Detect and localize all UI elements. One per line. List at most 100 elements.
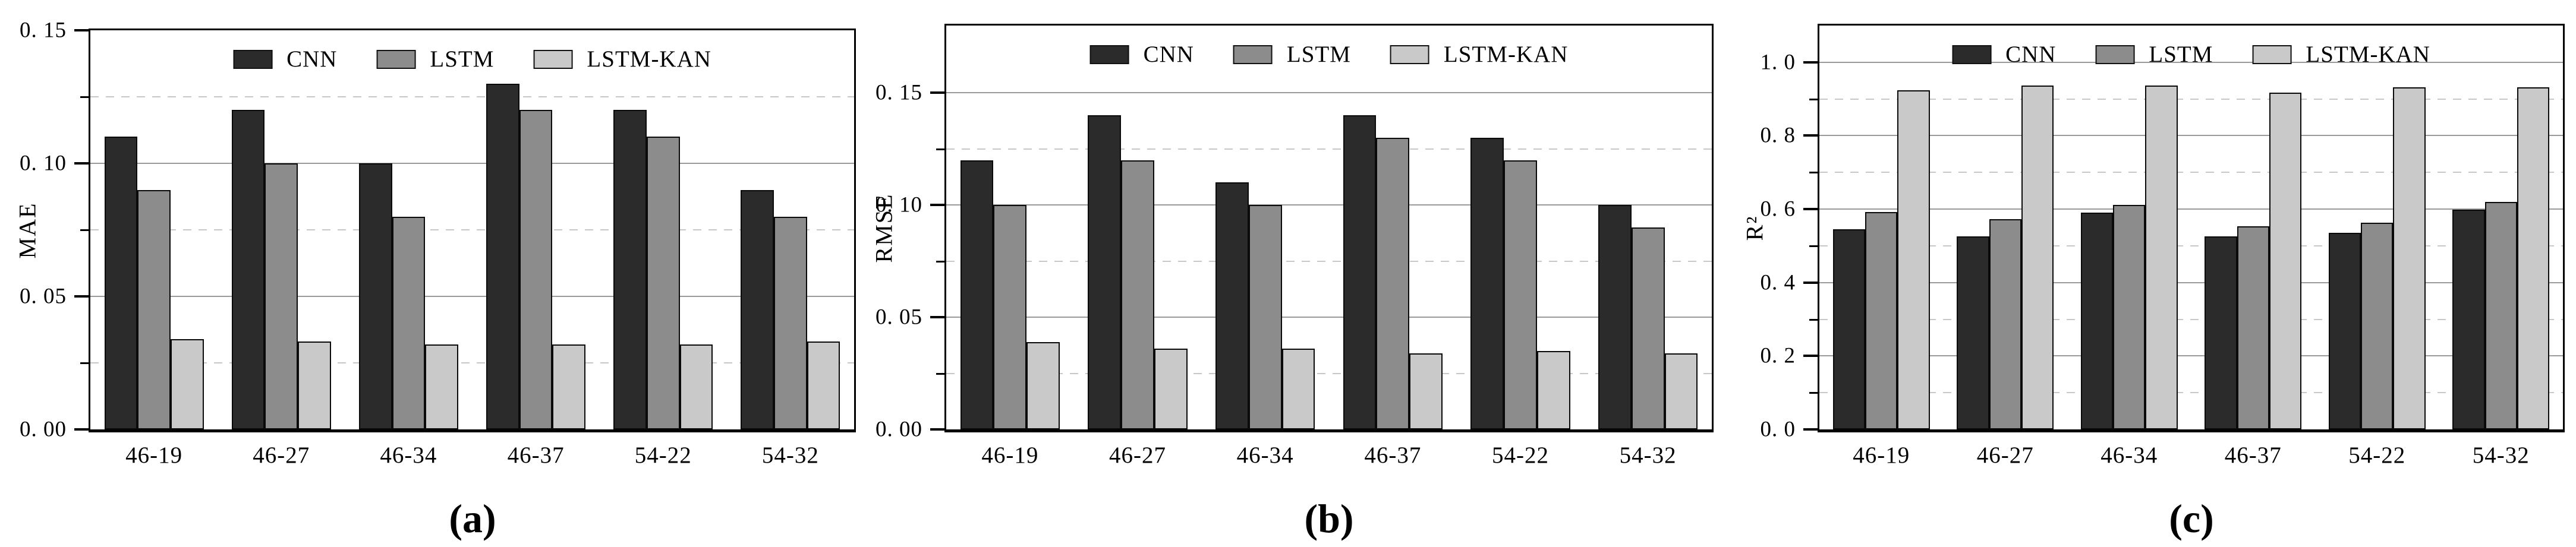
category-label: 46-37 [2224, 442, 2282, 468]
major-gridline [1819, 208, 2563, 210]
legend: CNN LSTM LSTM-KAN [233, 46, 711, 72]
y-tick-label: 0. 4 [1760, 270, 1796, 295]
y-minor-tick [1809, 245, 1818, 247]
y-tick-label: 0. 10 [20, 151, 67, 176]
y-minor-tick [1809, 98, 1818, 100]
major-gridline [1819, 61, 2563, 63]
bar-lstm-46-37 [1376, 137, 1410, 429]
legend-swatch-cnn [1089, 45, 1129, 64]
y-minor-tick [936, 148, 944, 150]
bar-cnn-46-37 [486, 83, 519, 429]
bar-lstm-54-22 [2361, 222, 2394, 429]
legend-label-cnn: CNN [1143, 42, 1194, 67]
category-label: 46-34 [1236, 442, 1294, 468]
bar-lstm-kan-46-27 [1154, 349, 1188, 429]
bar-cnn-54-22 [1470, 137, 1504, 429]
major-gridline [1819, 282, 2563, 283]
y-minor-tick [80, 229, 89, 231]
bar-lstm-kan-54-32 [807, 342, 840, 429]
y-tick-label: 1. 0 [1760, 50, 1796, 75]
legend-label-lstm: LSTM [430, 46, 495, 72]
bar-lstm-kan-54-22 [1536, 350, 1570, 429]
legend: CNN LSTM LSTM-KAN [1089, 41, 1569, 68]
legend-item-lstm: LSTM [376, 46, 494, 72]
legend-label-lstm-kan: LSTM-KAN [2306, 42, 2430, 67]
y-tick-label: 0. 05 [20, 284, 67, 309]
y-major-tick [1803, 355, 1818, 358]
y-major-tick [930, 316, 944, 319]
bar-cnn-54-22 [613, 110, 647, 429]
bar-cnn-46-34 [2080, 213, 2114, 429]
y-tick-label: 0. 10 [876, 192, 922, 217]
y-minor-tick [1809, 318, 1818, 321]
y-major-tick [1803, 208, 1818, 211]
bar-lstm-46-37 [519, 110, 553, 429]
bar-lstm-46-27 [1121, 160, 1154, 429]
y-major-tick [1803, 61, 1818, 64]
category-label: 46-27 [1109, 442, 1166, 468]
category-label: 46-19 [125, 442, 183, 468]
panel-letter: (b) [1304, 496, 1354, 541]
legend-swatch-cnn [1952, 45, 1992, 64]
bar-lstm-kan-46-27 [298, 342, 331, 429]
minor-gridline [1819, 245, 2563, 246]
minor-gridline [1819, 318, 2563, 320]
major-gridline [946, 92, 1712, 94]
y-tick-label: 0. 15 [20, 18, 67, 43]
bar-lstm-kan-46-34 [2145, 85, 2178, 429]
legend-swatch-lstm-kan [533, 49, 573, 69]
category-label: 46-37 [1364, 442, 1422, 468]
y-tick-label: 0. 15 [876, 80, 922, 105]
bar-lstm-kan-54-32 [1664, 353, 1698, 429]
bar-lstm-54-32 [1631, 227, 1665, 429]
category-label: 54-22 [2348, 442, 2406, 468]
category-label: 46-19 [981, 442, 1039, 468]
legend-swatch-lstm [376, 49, 416, 69]
bar-lstm-54-32 [2484, 201, 2517, 429]
bar-cnn-46-37 [2205, 236, 2237, 429]
x-category-labels: 46-19 46-27 46-34 46-37 54-22 54-32 [946, 442, 1712, 473]
major-gridline [90, 295, 854, 297]
minor-gridline [90, 362, 854, 363]
minor-gridline [946, 148, 1712, 150]
bar-lstm-kan-46-37 [1409, 353, 1443, 429]
bar-cnn-46-27 [1088, 115, 1122, 429]
y-tick-label: 0. 2 [1760, 343, 1796, 368]
bar-lstm-kan-54-22 [2393, 87, 2426, 429]
y-tick-label: 0. 6 [1760, 197, 1796, 222]
minor-gridline [946, 260, 1712, 262]
category-label: 46-27 [1976, 442, 2034, 468]
legend-swatch-lstm [2095, 45, 2135, 64]
category-label: 54-32 [1619, 442, 1677, 468]
y-major-tick [74, 295, 89, 298]
major-gridline [946, 317, 1712, 318]
bar-cnn-46-34 [1215, 182, 1249, 429]
legend-label-cnn: CNN [2005, 42, 2057, 67]
y-major-tick [74, 29, 89, 31]
bar-lstm-46-19 [137, 189, 171, 429]
y-major-tick [74, 162, 89, 165]
bar-lstm-kan-46-34 [1281, 349, 1315, 429]
bar-cnn-46-27 [1957, 236, 1989, 429]
bar-lstm-46-34 [2113, 204, 2146, 429]
legend-label-cnn: CNN [286, 46, 338, 72]
minor-gridline [946, 372, 1712, 374]
legend-swatch-cnn [233, 49, 273, 69]
minor-gridline [1819, 392, 2563, 394]
y-major-tick [930, 91, 944, 94]
minor-gridline [90, 229, 854, 230]
major-gridline [90, 162, 854, 164]
bar-cnn-46-19 [1832, 229, 1866, 429]
category-label: 54-22 [634, 442, 692, 468]
y-tick-label: 0. 8 [1760, 123, 1796, 148]
minor-gridline [90, 96, 854, 97]
y-minor-tick [936, 260, 944, 263]
bar-cnn-54-22 [2328, 233, 2361, 429]
bar-lstm-46-19 [1865, 212, 1898, 429]
category-label: 54-32 [2472, 442, 2530, 468]
x-category-labels: 46-19 46-27 46-34 46-37 54-22 54-32 [1819, 442, 2563, 473]
bar-lstm-46-27 [1989, 219, 2021, 429]
bar-cnn-46-34 [358, 163, 392, 429]
